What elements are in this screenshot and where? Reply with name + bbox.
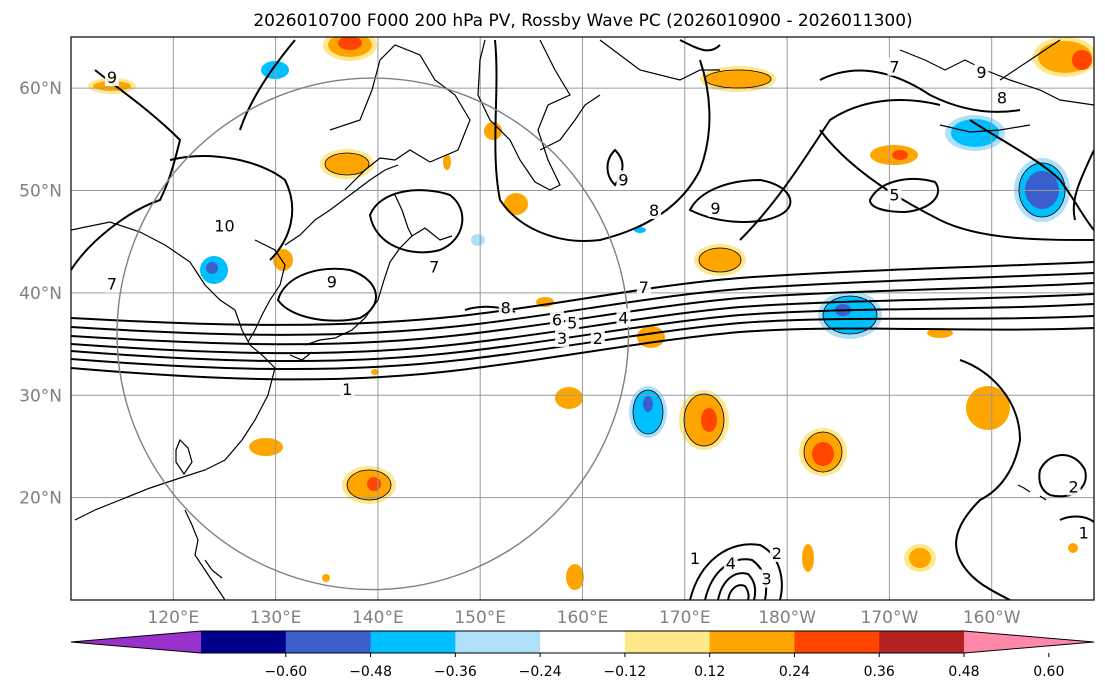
colorbar-segment [540, 631, 626, 653]
lon-tick-label: 170°W [861, 608, 919, 628]
lon-tick-label: 130°E [250, 608, 302, 628]
contour-label: 2 [772, 544, 782, 563]
colorbar-segment [370, 631, 456, 653]
lat-tick-label: 50°N [19, 182, 62, 202]
colorbar-tick-label: 0.24 [779, 664, 810, 680]
contour-label: 9 [327, 273, 337, 292]
contour-label: 7 [889, 58, 899, 77]
contour-label: 8 [501, 298, 511, 317]
region-circle [116, 77, 630, 591]
colorbar-tick-label: −0.12 [603, 664, 646, 680]
colorbar-tick-label: −0.24 [519, 664, 562, 680]
contour-label: 7 [639, 278, 649, 297]
colorbar-extend-high [964, 631, 1094, 653]
colorbar-segment [201, 631, 287, 653]
colorbar: −0.60 −0.48 −0.36 −0.24 −0.12 0.12 0.24 0.36 0.4… [70, 630, 1095, 680]
figure-title: 2026010700 F000 200 hPa PV, Rossby Wave … [253, 11, 912, 31]
colorbar-tick-label: −0.60 [264, 664, 307, 680]
contour-label: 2 [593, 329, 603, 348]
colorbar-segment [794, 631, 880, 653]
lon-tick-label: 170°E [659, 608, 711, 628]
colorbar-tick-label: 0.12 [694, 664, 725, 680]
contour-label: 9 [107, 68, 117, 87]
map-grid [71, 37, 1094, 600]
lon-tick-label: 160°E [557, 608, 609, 628]
anomaly-outlines [324, 69, 1066, 501]
colorbar-outline [70, 630, 1095, 654]
contour-label: 3 [557, 329, 567, 348]
contour-label: 6 [552, 311, 562, 330]
lat-tick-label: 30°N [19, 386, 62, 406]
contour-label: 4 [726, 554, 736, 573]
contour-label: 9 [710, 199, 720, 218]
lat-tick-label: 60°N [19, 79, 62, 99]
lon-tick-label: 160°W [963, 608, 1021, 628]
contour-label: 3 [762, 570, 772, 589]
colorbar-tick-label: −0.48 [349, 664, 392, 680]
colorbar-segment [879, 631, 965, 653]
colorbar-extend-low [71, 631, 201, 653]
colorbar-tick-label: 0.60 [1033, 664, 1064, 680]
colorbar-segment [624, 631, 711, 653]
colorbar-segment [285, 631, 372, 653]
contour-label: 2 [1068, 477, 1078, 496]
lon-tick-label: 120°E [147, 608, 199, 628]
map-frame [70, 36, 1095, 601]
contour-label: 4 [618, 309, 628, 328]
colorbar-tick-label: 0.36 [864, 664, 895, 680]
colorbar-tick-label: 0.48 [948, 664, 979, 680]
contour-label: 7 [429, 257, 439, 276]
contour-label: 8 [649, 201, 659, 220]
lon-tick-label: 150°E [454, 608, 506, 628]
colorbar-segment [709, 631, 795, 653]
colorbar-segment [455, 631, 541, 653]
contour-label: 1 [690, 549, 700, 568]
contour-label: 5 [889, 186, 899, 205]
lon-tick-label: 140°E [352, 608, 404, 628]
contour-label: 9 [618, 170, 628, 189]
colorbar-tick-label: −0.36 [434, 664, 477, 680]
lon-tick-label: 180°W [758, 608, 816, 628]
contour-label: 8 [997, 88, 1007, 107]
pv-contours [71, 39, 1094, 600]
longitude-ticks: 120°E 130°E 140°E 150°E 160°E 170°E 180°W 170°W… [147, 608, 1020, 628]
contour-label: 1 [1079, 523, 1089, 542]
pv-anomaly-shading [88, 37, 1094, 590]
contour-label: 1 [342, 380, 352, 399]
lat-tick-label: 20°N [19, 489, 62, 509]
latitude-ticks: 20°N 30°N 40°N 50°N 60°N [19, 79, 62, 508]
contour-label: 9 [976, 63, 986, 82]
contour-label: 7 [107, 275, 117, 294]
contour-label: 5 [567, 314, 577, 333]
contour-label: 10 [214, 216, 234, 235]
lat-tick-label: 40°N [19, 284, 62, 304]
